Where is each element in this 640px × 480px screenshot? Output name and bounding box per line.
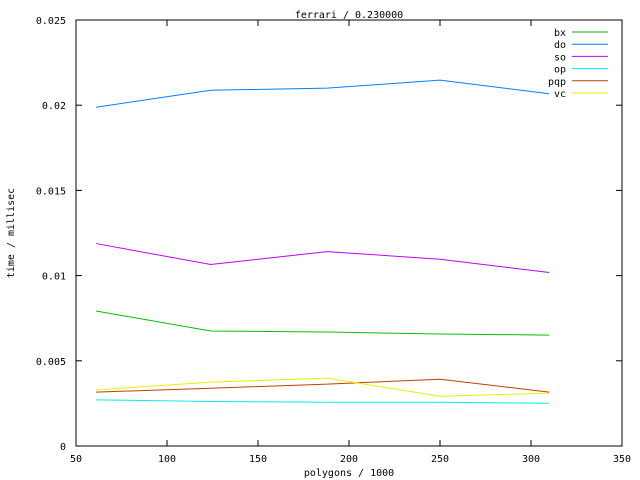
legend-label-vc: vc: [554, 89, 566, 100]
x-tick-label: 150: [249, 454, 267, 465]
series-line-so: [95, 243, 550, 274]
x-tick-label: 350: [613, 454, 631, 465]
x-tick-label: 200: [340, 454, 358, 465]
series-line-op: [96, 399, 550, 404]
legend-label-op: op: [554, 65, 566, 76]
y-tick-label: 0.005: [36, 357, 66, 368]
x-axis-label: polygons / 1000: [304, 468, 394, 479]
y-tick-label: 0.015: [36, 186, 66, 197]
y-tick-label: 0.02: [42, 101, 66, 112]
x-tick-label: 250: [431, 454, 449, 465]
y-tick-label: 0.025: [36, 16, 66, 27]
legend-label-bx: bx: [554, 28, 566, 39]
series-line-bx: [95, 310, 550, 336]
legend-label-so: so: [554, 52, 566, 63]
series-line-do: [95, 79, 550, 108]
x-tick-label: 300: [522, 454, 540, 465]
series-line-pqp: [96, 378, 550, 393]
x-tick-label: 100: [158, 454, 176, 465]
y-tick-label: 0.01: [42, 272, 66, 283]
legend-label-pqp: pqp: [548, 77, 566, 88]
y-tick-label: 0: [60, 442, 66, 453]
x-tick-label: 50: [70, 454, 82, 465]
series-line-vc: [95, 377, 550, 397]
y-axis-label: time / millisec: [6, 188, 17, 278]
chart-title: ferrari / 0.230000: [295, 10, 403, 21]
legend-label-do: do: [554, 40, 566, 51]
